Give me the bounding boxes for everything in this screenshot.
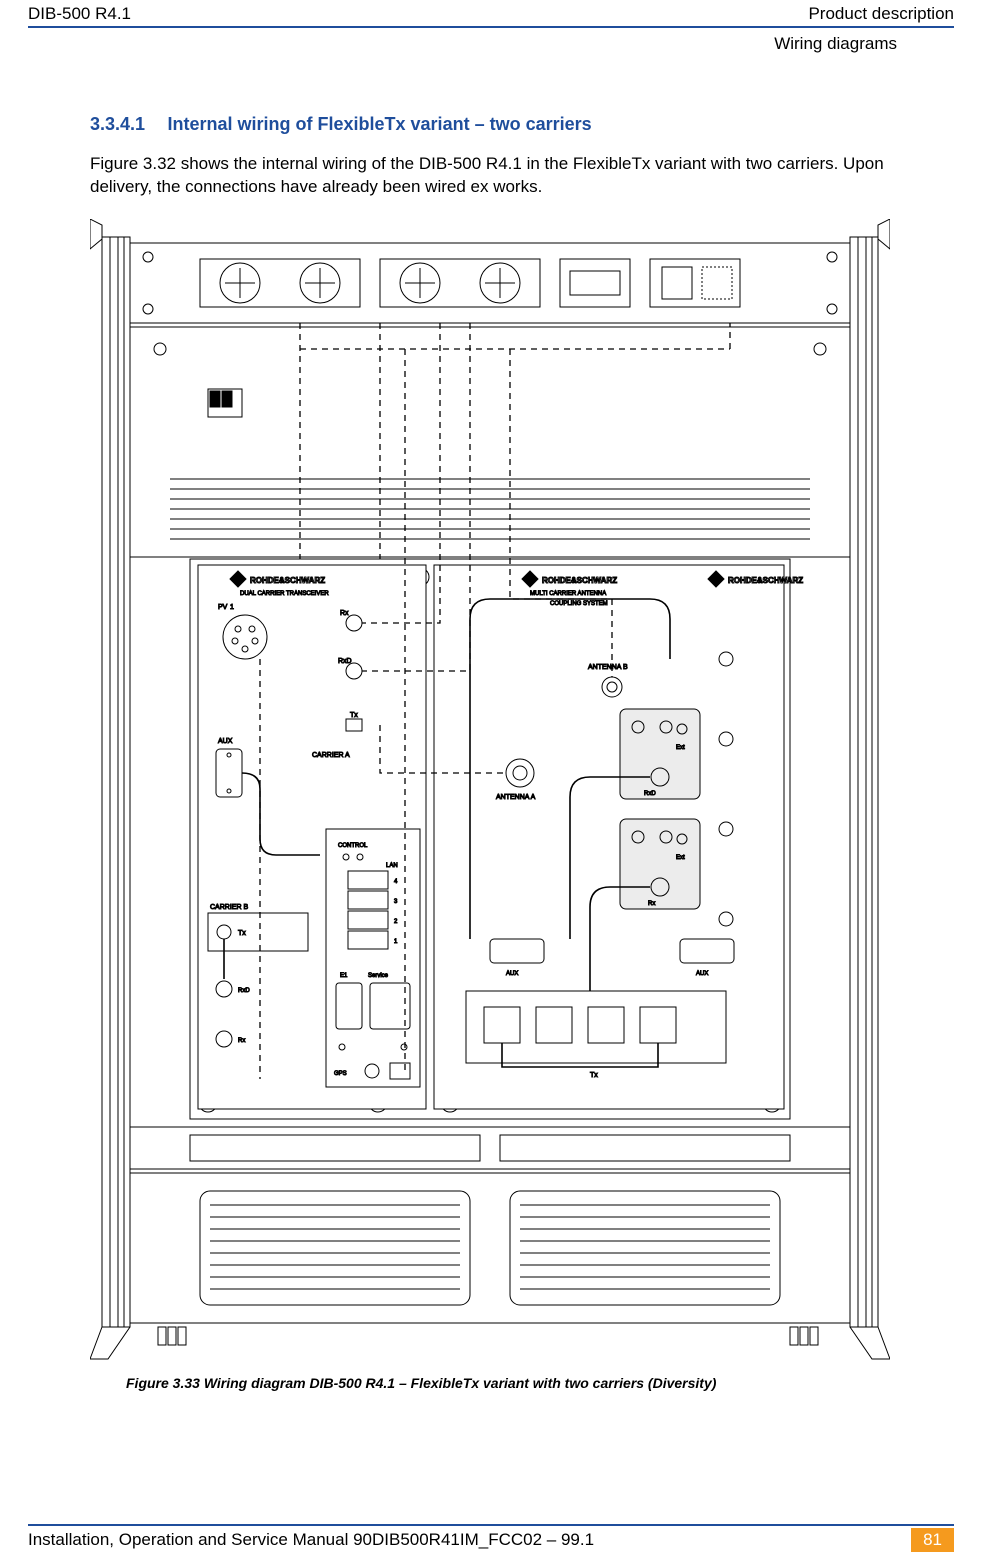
- body-paragraph: Figure 3.32 shows the internal wiring of…: [90, 153, 892, 199]
- brand-left: ROHDE&SCHWARZ: [250, 576, 325, 585]
- label-carrier-a: CARRIER A: [312, 752, 350, 759]
- label-e1: E1: [340, 973, 348, 979]
- label-tx-small: Tx: [350, 712, 358, 719]
- footer-manual: Installation, Operation and Service Manu…: [28, 1530, 594, 1550]
- heading-number: 3.3.4.1: [90, 114, 145, 135]
- brand-right-1: ROHDE&SCHWARZ: [542, 576, 617, 585]
- label-pv: PV: [218, 604, 228, 611]
- label-ext-2: Ext: [676, 855, 685, 861]
- label-antenna-b: ANTENNA B: [588, 664, 628, 671]
- section-title: Product description: [808, 4, 954, 24]
- label-aux-2: AUX: [506, 971, 518, 977]
- footer: Installation, Operation and Service Manu…: [0, 1524, 982, 1558]
- wiring-diagram-svg: ROHDE&SCHWARZ DUAL CARRIER TRANSCEIVER P…: [90, 219, 890, 1369]
- label-tx-b: Tx: [238, 930, 246, 937]
- label-aux-3: AUX: [696, 971, 708, 977]
- figure-caption: Figure 3.33 Wiring diagram DIB-500 R4.1 …: [90, 1375, 892, 1391]
- label-rxd-1: RxD: [338, 658, 352, 665]
- subsection-title: Wiring diagrams: [0, 28, 982, 54]
- svg-text:RxD: RxD: [238, 988, 250, 994]
- brand-right-2: ROHDE&SCHWARZ: [728, 576, 803, 585]
- svg-text:1: 1: [230, 604, 234, 611]
- label-coupling: COUPLING SYSTEM: [550, 601, 608, 607]
- label-tx-row: Tx: [590, 1072, 598, 1079]
- label-multi-carrier: MULTI CARRIER ANTENNA: [530, 591, 606, 597]
- label-carrier-b: CARRIER B: [210, 904, 248, 911]
- label-antenna-a: ANTENNA A: [496, 794, 536, 801]
- content-area: 3.3.4.1 Internal wiring of FlexibleTx va…: [0, 54, 982, 1391]
- heading-row: 3.3.4.1 Internal wiring of FlexibleTx va…: [90, 114, 892, 135]
- label-service: Service: [368, 973, 389, 979]
- svg-text:Rx: Rx: [238, 1038, 245, 1044]
- label-ext-1: Ext: [676, 745, 685, 751]
- label-dual-carrier: DUAL CARRIER TRANSCEIVER: [240, 591, 329, 597]
- caption-label: Figure 3.33: [126, 1375, 200, 1391]
- label-rxd-2: RxD: [644, 791, 656, 797]
- label-gps: GPS: [334, 1071, 347, 1077]
- caption-text: Wiring diagram DIB-500 R4.1 – FlexibleTx…: [204, 1375, 717, 1391]
- label-rx-1: Rx: [340, 610, 349, 617]
- figure-container: ROHDE&SCHWARZ DUAL CARRIER TRANSCEIVER P…: [90, 219, 892, 1391]
- page: DIB-500 R4.1 Product description Wiring …: [0, 0, 982, 1558]
- label-lan: LAN: [386, 863, 398, 869]
- label-rx-2: Rx: [648, 901, 655, 907]
- heading-title: Internal wiring of FlexibleTx variant – …: [168, 114, 592, 134]
- doc-id: DIB-500 R4.1: [28, 4, 131, 24]
- header-bar: DIB-500 R4.1 Product description: [0, 0, 982, 26]
- page-number: 81: [911, 1528, 954, 1552]
- label-aux-1: AUX: [218, 738, 233, 745]
- label-control: CONTROL: [338, 843, 368, 849]
